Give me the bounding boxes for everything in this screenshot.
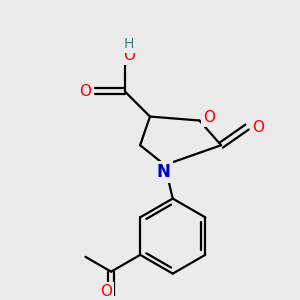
- Text: O: O: [100, 284, 112, 299]
- Text: N: N: [157, 163, 171, 181]
- Text: O: O: [203, 110, 215, 125]
- Text: H: H: [124, 37, 134, 51]
- Text: O: O: [123, 48, 135, 63]
- Text: O: O: [252, 120, 264, 135]
- Text: O: O: [79, 84, 91, 99]
